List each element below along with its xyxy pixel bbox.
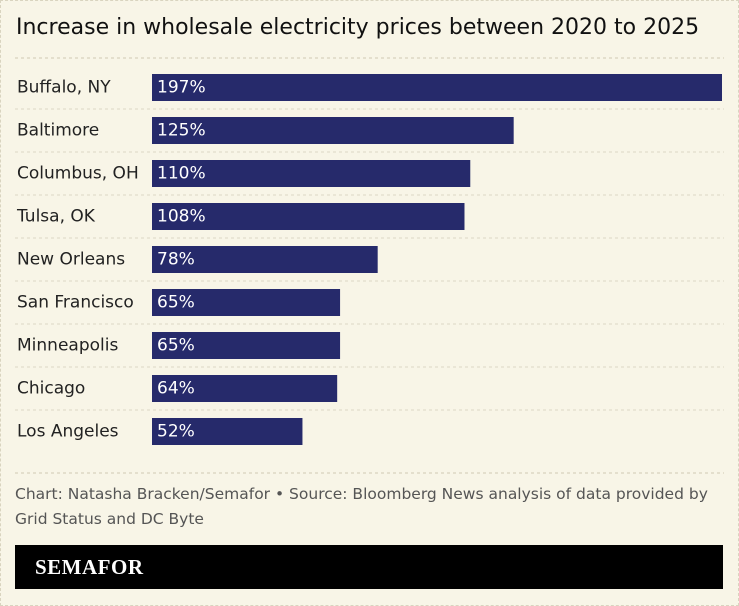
bar	[152, 203, 465, 230]
logo: SEMAFOR	[35, 555, 144, 579]
value-label: 65%	[157, 336, 195, 356]
value-label: 110%	[157, 164, 206, 184]
category-label: Chicago	[17, 379, 85, 399]
source: Chart: Natasha Bracken/Semafor • Source:…	[15, 485, 708, 528]
bar	[152, 74, 722, 101]
bar	[152, 375, 338, 402]
value-label: 65%	[157, 293, 195, 313]
category-label: New Orleans	[17, 250, 125, 270]
category-label: Minneapolis	[17, 336, 118, 356]
category-label: Baltimore	[17, 121, 99, 141]
value-label: 108%	[157, 207, 206, 227]
value-label: 52%	[157, 422, 195, 442]
bar	[152, 160, 471, 187]
value-label: 197%	[157, 78, 206, 98]
category-label: Los Angeles	[17, 422, 119, 442]
bar	[152, 117, 514, 144]
bar	[152, 246, 378, 273]
footer: SEMAFOR	[15, 545, 723, 589]
value-label: 64%	[157, 379, 195, 399]
bar	[152, 289, 341, 316]
value-label: 125%	[157, 121, 206, 141]
chart: Increase in wholesale electricity prices…	[15, 15, 724, 474]
category-label: Tulsa, OK	[16, 207, 96, 227]
bar	[152, 332, 341, 359]
chart-title: Increase in wholesale electricity prices…	[16, 15, 699, 40]
bar	[152, 418, 303, 445]
value-label: 78%	[157, 250, 195, 270]
category-label: Columbus, OH	[17, 164, 139, 184]
category-label: Buffalo, NY	[17, 78, 111, 98]
category-label: San Francisco	[17, 293, 134, 313]
